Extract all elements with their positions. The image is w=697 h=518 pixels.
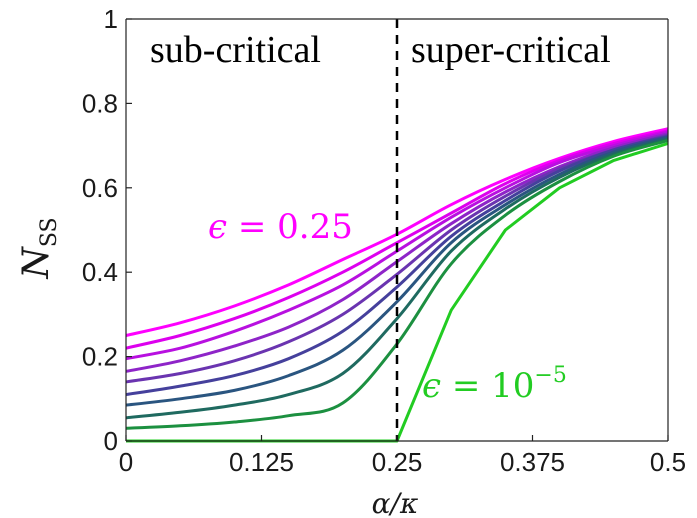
annotation-epsilon-top-value: 0.25 bbox=[277, 207, 353, 247]
y-axis-label-main: N bbox=[16, 246, 57, 280]
svg-text:NSS: NSS bbox=[16, 217, 62, 279]
series-line-8 bbox=[125, 137, 669, 420]
y-tick-label: 0 bbox=[104, 426, 118, 456]
y-axis-label: NSS bbox=[16, 217, 62, 279]
x-tick-label: 0.25 bbox=[372, 447, 423, 477]
y-axis-label-subscript: SS bbox=[37, 217, 62, 247]
axes: 0 0.125 0.25 0.375 0.5 0 0.2 0.4 0.6 0.8 1 bbox=[82, 4, 686, 477]
region-label-super-critical: super-critical bbox=[411, 29, 611, 71]
y-tick-label: 0.2 bbox=[82, 342, 118, 372]
series-line-2 bbox=[125, 129, 669, 350]
x-tick-label: 0.125 bbox=[229, 447, 294, 477]
x-tick-label: 0 bbox=[119, 447, 133, 477]
y-tick-label: 1 bbox=[104, 4, 118, 34]
annotation-epsilon-bottom: ϵ = 10−5 bbox=[422, 363, 567, 406]
region-label-sub-critical: sub-critical bbox=[150, 29, 321, 71]
annotation-epsilon-top: ϵ = 0.25 bbox=[208, 207, 353, 247]
series-line-6 bbox=[125, 134, 669, 397]
annotation-epsilon-top-prefix: ϵ = bbox=[208, 207, 277, 247]
y-tick-label: 0.6 bbox=[82, 173, 118, 203]
y-tick-label: 0.4 bbox=[82, 257, 118, 287]
series-line-7 bbox=[125, 135, 669, 407]
x-tick-label: 0.5 bbox=[650, 447, 686, 477]
annotation-epsilon-bottom-base: 10 bbox=[491, 366, 534, 406]
annotation-epsilon-bottom-prefix: ϵ = bbox=[422, 366, 491, 406]
y-tick-label: 0.8 bbox=[82, 88, 118, 118]
x-axis-label: α/κ bbox=[372, 487, 419, 518]
x-tick-label: 0.375 bbox=[500, 447, 565, 477]
annotation-epsilon-bottom-exponent: −5 bbox=[534, 363, 566, 388]
